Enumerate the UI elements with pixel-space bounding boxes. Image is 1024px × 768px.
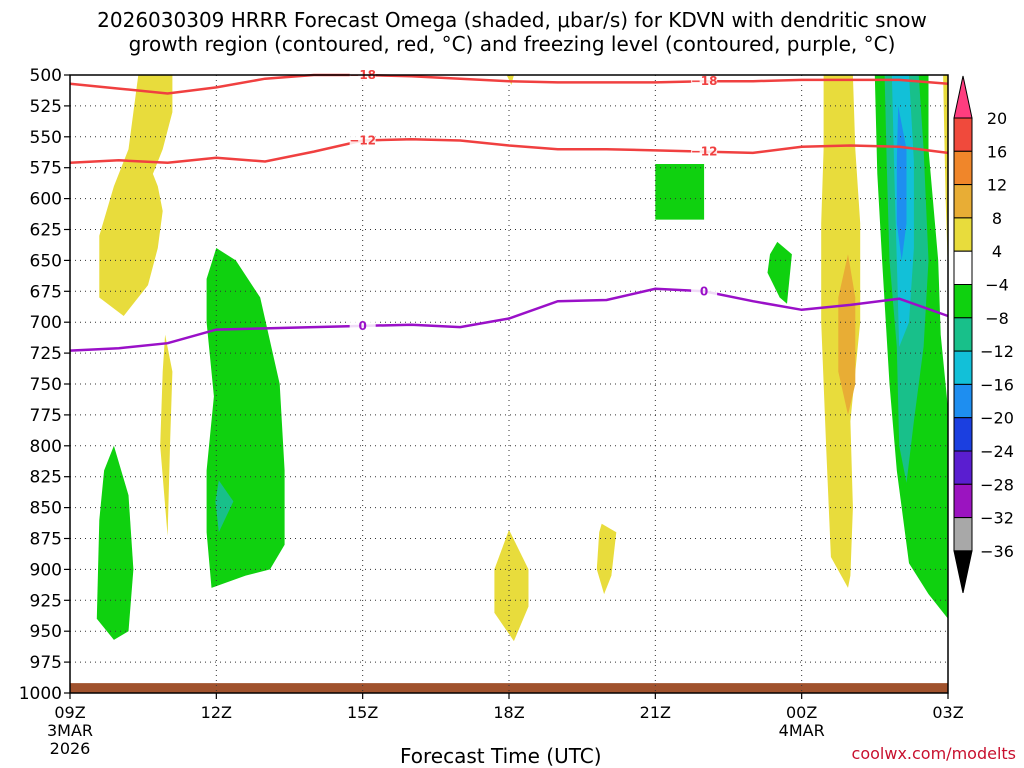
ytick-label-625: 625 (30, 221, 62, 241)
contour-label-bg-dgz-minus-12-0 (349, 133, 376, 148)
region-omega-neg-23z (767, 241, 792, 304)
chart-title: 2026030309 HRRR Forecast Omega (shaded, … (0, 8, 1024, 56)
contour-freezing-level (69, 287, 949, 352)
colorbar-segment-11 (953, 450, 973, 485)
region-ground-surface (70, 683, 948, 693)
colorbar-segment-7 (953, 317, 973, 352)
colorbar-segment-2 (953, 150, 973, 186)
colorbar-segment-12 (953, 483, 973, 519)
gridlines (70, 75, 948, 693)
contour-label-freezing-level-1: 0 (700, 284, 708, 298)
colorbar-label-13: −36 (980, 542, 1014, 561)
xtick-label-12Z: 12Z (201, 703, 232, 722)
ytick-label-975: 975 (30, 653, 62, 673)
colorbar-label-4: 4 (992, 242, 1002, 261)
region-omega-pos-18z-low (494, 529, 529, 642)
omega-shading (70, 75, 948, 693)
ytick-label-800: 800 (30, 437, 62, 457)
region-omega-neg-12z-core (215, 480, 234, 533)
ytick-label-750: 750 (30, 375, 62, 395)
colorbar-label-11: −28 (980, 475, 1014, 494)
contour-label-dgz-minus-18-1: −18 (691, 74, 718, 88)
contour-label-dgz-minus-12-0: −12 (349, 134, 376, 148)
x-axis-label: Forecast Time (UTC) (400, 744, 602, 768)
region-omega-neg-lower-left (96, 445, 134, 640)
region-omega-neg-02z-core (896, 105, 907, 261)
xtick-sublabel-09Z-1: 2026 (50, 739, 91, 758)
colorbar-cap-bottom (953, 550, 973, 594)
ytick-label-500: 500 (30, 66, 62, 86)
colorbar-label-1: 16 (987, 142, 1007, 161)
ytick-label-875: 875 (30, 530, 62, 550)
ytick-label-900: 900 (30, 560, 62, 580)
ytick-label-825: 825 (30, 468, 62, 488)
ytick-label-525: 525 (30, 97, 62, 117)
xtick-sublabel-00Z-0: 4MAR (779, 721, 825, 740)
colorbar-label-2: 12 (987, 176, 1007, 195)
contour-dgz-minus-12 (69, 138, 949, 165)
region-omega-pos-00z-core (838, 254, 856, 415)
ytick-label-650: 650 (30, 251, 62, 271)
ytick-label-575: 575 (30, 159, 62, 179)
colorbar: 20 16 12 8 4 −4 −8 −12 −16 −20 −24 −28 −32 −36 (953, 75, 1014, 594)
ytick-label-925: 925 (30, 591, 62, 611)
xtick-label-21Z: 21Z (640, 703, 671, 722)
axes: 500 525 550 575 600 625 650 675 700 725 750 775 800 8… (19, 66, 964, 758)
ytick-label-600: 600 (30, 190, 62, 210)
ytick-label-675: 675 (30, 282, 62, 302)
ytick-label-1000: 1000 (19, 684, 62, 704)
region-omega-neg-21z-box (655, 164, 705, 220)
contour-label-bg-freezing-level-0 (349, 318, 376, 333)
contour-label-bg-freezing-level-1 (691, 284, 718, 299)
colorbar-segment-4 (953, 217, 973, 252)
colorbar-segment-6 (953, 284, 973, 319)
ytick-label-850: 850 (30, 499, 62, 519)
colorbar-segment-8 (953, 350, 973, 385)
region-omega-pos-upper-left (99, 75, 173, 316)
colorbar-label-5: −4 (985, 276, 1009, 295)
region-omega-pos-18z-top (506, 75, 514, 85)
colorbar-label-12: −32 (980, 509, 1014, 528)
region-omega-pos-20z-low (596, 523, 617, 595)
ytick-label-775: 775 (30, 406, 62, 426)
credit-link[interactable]: coolwx.com/modelts (851, 744, 1016, 763)
colorbar-segment-3 (953, 184, 973, 219)
region-omega-pos-thin-left (160, 334, 173, 536)
colorbar-label-0: 20 (987, 109, 1007, 128)
colorbar-segment-10 (953, 417, 973, 452)
xtick-label-18Z: 18Z (493, 703, 524, 722)
ytick-label-550: 550 (30, 128, 62, 148)
xtick-label-03Z: 03Z (932, 703, 963, 722)
contour-dgz-minus-18 (69, 73, 949, 95)
ytick-label-725: 725 (30, 344, 62, 364)
xtick-label-00Z: 00Z (786, 703, 817, 722)
colorbar-segment-1 (953, 117, 973, 152)
colorbar-cap-top (953, 75, 973, 119)
ytick-label-700: 700 (30, 313, 62, 333)
chart-title-line-1: 2026030309 HRRR Forecast Omega (shaded, … (97, 8, 927, 32)
colorbar-segment-5 (953, 250, 973, 285)
colorbar-label-9: −20 (980, 409, 1014, 428)
colorbar-segment-13 (953, 517, 973, 552)
chart-title-line-2: growth region (contoured, red, °C) and f… (128, 32, 896, 56)
xtick-sublabel-09Z-0: 3MAR (47, 721, 93, 740)
xtick-label-09Z: 09Z (54, 703, 85, 722)
region-omega-pos-03z-edge (943, 75, 948, 273)
colorbar-segment-9 (953, 383, 973, 419)
ytick-label-950: 950 (30, 622, 62, 642)
contour-label-bg-dgz-minus-12-1 (691, 144, 718, 159)
colorbar-label-6: −8 (985, 309, 1009, 328)
region-omega-neg-12z (206, 248, 285, 588)
contour-label-bg-dgz-minus-18-1 (691, 74, 718, 89)
xtick-label-15Z: 15Z (347, 703, 378, 722)
colorbar-label-10: −24 (980, 442, 1014, 461)
colorbar-label-8: −16 (980, 375, 1014, 394)
contour-label-freezing-level-0: 0 (358, 319, 366, 333)
colorbar-label-7: −12 (980, 342, 1014, 361)
contour-label-dgz-minus-12-1: −12 (691, 145, 718, 159)
colorbar-label-3: 8 (992, 209, 1002, 228)
